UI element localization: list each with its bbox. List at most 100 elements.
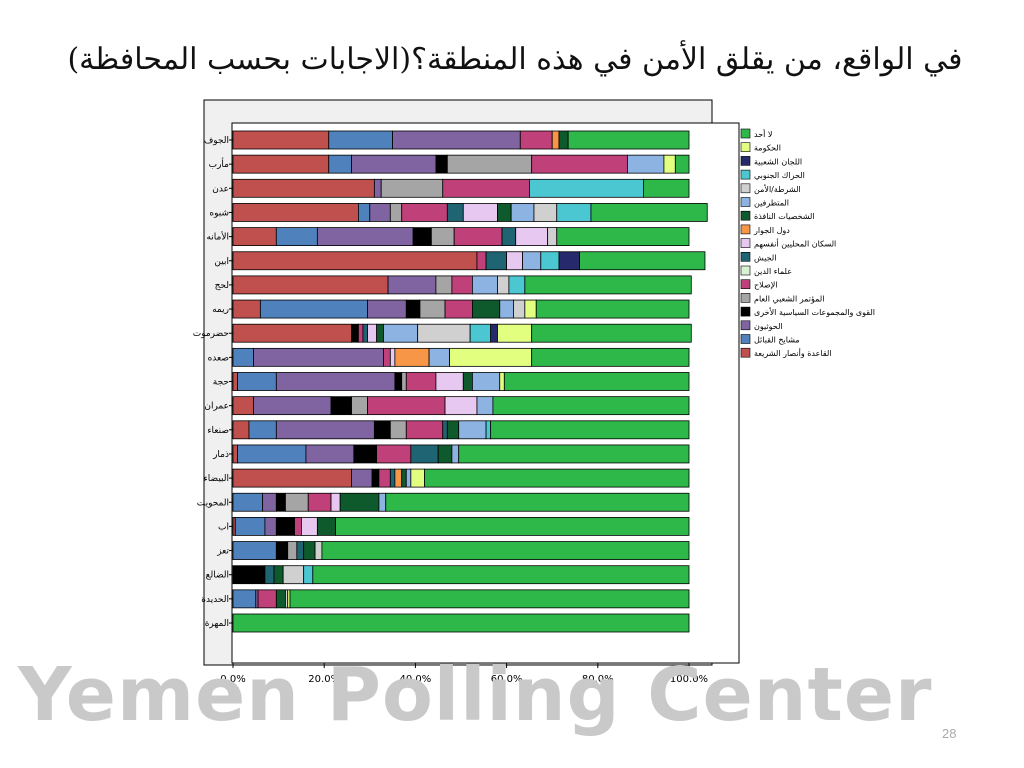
category-label: ابين [214,257,229,267]
bar-segment [300,517,318,536]
bar-segment [275,492,286,512]
x-tick-label: 20.0% [308,674,340,685]
bar-segment [232,154,330,174]
bar-segment [385,492,690,512]
bar-segment [499,299,514,319]
bar-segment [410,468,425,488]
bar-segment [590,203,708,222]
bar-segment [435,275,453,295]
legend-label: المتطرفين [754,199,789,208]
legend-label: الإصلاح [754,281,778,291]
legend-label: الحوثيون [754,322,783,331]
bar-segment [275,517,295,536]
bar-segment [522,251,542,271]
legend-label: مشايخ القبائل [754,336,800,345]
bar-segment [490,323,498,343]
legend-label: الحكومة [754,144,781,153]
bar-segment [503,372,690,391]
bar-segment [232,275,389,295]
bar-segment [312,565,690,585]
legend: لا أحد الحكومة اللجان الشعبية الحراك الجنوب… [740,128,875,358]
category-label: ذمار [212,450,229,460]
bar-segment [401,203,448,222]
legend-label: الشرطة/الأمن [754,184,801,194]
category-label: تعز [216,547,229,557]
legend-label: الشخصيات النافذة [754,212,815,221]
bar-segment [556,227,690,247]
category-label: عدن [212,184,229,194]
bar-segment [392,130,521,150]
bar-segment [490,420,690,440]
category-label: الضالع [206,571,229,581]
bar-segment [321,541,690,560]
bar-segment [556,203,592,222]
category-label: لحج [215,281,229,291]
bar-segment [497,275,510,295]
bar-segment [367,299,407,319]
bar-segment [273,565,284,585]
bar-segment [401,468,407,488]
bar-segment [567,130,690,150]
category-label: عمران [204,402,229,412]
bar-segment [232,613,690,633]
bar-segment [237,372,277,391]
bar-segment [449,347,533,367]
bar-segment [579,251,706,271]
bar-segment [275,420,375,440]
bar-segment [458,420,487,440]
bar-segment [351,323,359,343]
bar-segment [435,154,448,174]
legend-swatch [740,224,751,235]
bar-segment [535,299,690,319]
bar-segment [275,227,318,247]
bar-segment [558,130,569,150]
bar-segment [328,154,352,174]
page-title: في الواقع، من يقلق الأمن في هذه المنطقة؟… [67,42,963,77]
bar-segment [458,444,690,464]
bar-segment [508,275,526,295]
category-label: حجة [213,378,229,388]
bar-segment [376,323,384,343]
bar-segment [253,347,384,367]
category-label: مأرب [209,157,230,170]
bar-segment [469,323,492,343]
bar-segment [506,251,523,271]
bar-segment [428,347,450,367]
bar-segment [446,203,464,222]
bar-segment [303,541,316,560]
bar-segment [371,468,380,488]
x-tick-label: 0.0% [220,674,245,685]
bar-segment [394,372,403,391]
legend-label: اللجان الشعبية [754,157,802,166]
x-tick-label: 60.0% [491,674,523,685]
legend-label: علماء الدين [754,267,792,276]
category-label: المهرة [205,619,229,629]
bar-segment [259,299,368,319]
bar-segment [524,299,537,319]
category-label: حضرموت [193,329,229,339]
bar-segment [351,396,368,416]
bar-segment [389,203,403,222]
bar-segment [389,468,396,488]
category-label: شبوه [209,208,229,218]
bar-segment [232,444,238,464]
bar-segment [264,517,277,536]
bar-segment [234,517,266,536]
page-number: 28 [942,726,957,741]
bar-segment [471,275,498,295]
bar-segment [437,444,453,464]
legend-label: الحراك الجنوبي [754,171,805,180]
bar-segment [405,420,444,440]
bar-segment [275,541,289,560]
bar-segment [462,203,498,222]
bar-segment [424,468,690,488]
legend-swatch [740,265,751,276]
bar-segment [529,178,644,198]
bar-segment [444,299,473,319]
legend-swatch [740,156,751,166]
bar-segment [531,154,628,174]
bar-segment [533,203,558,222]
bar-segment [264,565,275,585]
bar-segment [351,468,373,488]
